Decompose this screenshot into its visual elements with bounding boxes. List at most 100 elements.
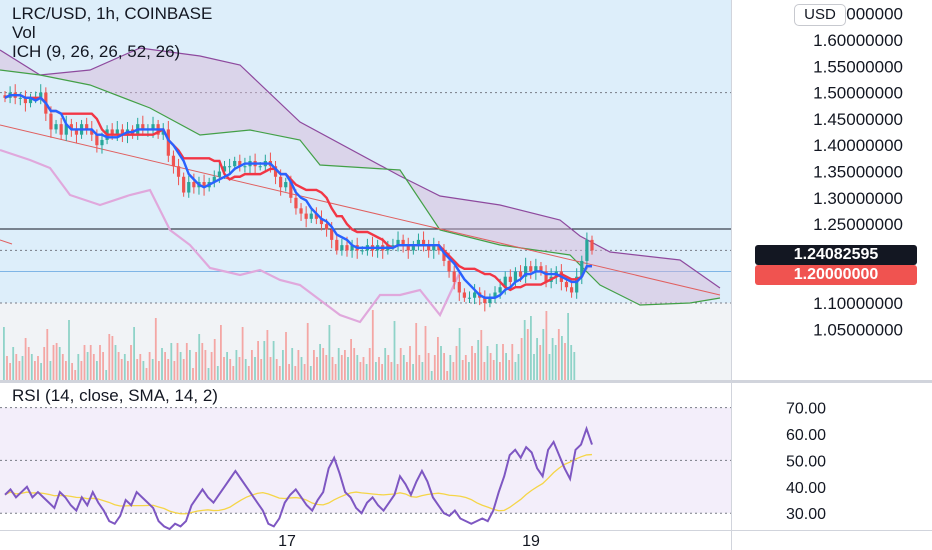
volume-bar — [176, 343, 179, 380]
volume-bar — [15, 354, 18, 380]
volume-bar — [24, 338, 27, 380]
volume-bar — [238, 357, 241, 380]
volume-bar — [530, 316, 532, 380]
volume-bar — [387, 355, 390, 380]
current-price-tag: 1.24082595 — [755, 245, 917, 265]
volume-bar — [55, 343, 58, 380]
currency-button[interactable]: USD — [794, 4, 846, 26]
volume-bar — [362, 357, 365, 380]
volume-bar — [9, 363, 11, 380]
candle-body — [324, 224, 329, 230]
volume-bar — [34, 361, 36, 380]
ichimoku-cloud — [0, 48, 720, 305]
candle-body — [227, 166, 232, 168]
candle-body — [493, 292, 497, 298]
candle-body — [457, 281, 461, 293]
candle-body — [182, 176, 186, 193]
volume-bar — [195, 352, 197, 380]
candle-body — [350, 245, 354, 251]
candle-body — [309, 213, 313, 219]
candle-body — [28, 97, 33, 104]
rsi-axis-label: 30.00 — [786, 506, 826, 523]
volume-bar — [344, 350, 346, 380]
volume-bar — [83, 345, 86, 380]
volume-bar — [275, 359, 278, 380]
price-axis-label: 1.55000000 — [813, 57, 903, 76]
volume-bar — [427, 353, 430, 380]
volume-bar — [523, 320, 526, 380]
volume-bar — [502, 344, 504, 380]
candle-body — [447, 260, 451, 272]
volume-bar — [161, 348, 163, 380]
volume-bar — [27, 347, 30, 380]
trend-line — [0, 124, 721, 296]
volume-bar — [325, 355, 328, 380]
volume-bar — [477, 340, 480, 380]
volume-bar — [406, 362, 408, 380]
volume-label[interactable]: Vol — [12, 23, 36, 42]
volume-bar — [89, 345, 92, 380]
rsi-label[interactable]: RSI (14, close, SMA, 14, 2) — [12, 386, 218, 405]
volume-bar — [554, 345, 557, 380]
volume-bar — [21, 356, 24, 380]
candle-body — [222, 166, 227, 172]
volume-bar — [313, 350, 315, 380]
ichimoku-label[interactable]: ICH (9, 26, 26, 52, 26) — [12, 42, 181, 61]
volume-bar — [365, 364, 368, 380]
candle-body — [335, 239, 339, 251]
symbol-title[interactable]: LRC/USD, 1h, COINBASE — [12, 4, 213, 23]
volume-bar — [399, 348, 402, 380]
volume-bar — [52, 345, 55, 380]
price-axis-label: 1.05000000 — [813, 320, 903, 339]
volume-bar — [235, 350, 238, 380]
volume-bar — [182, 359, 185, 380]
price-axis-label: 1.60000000 — [813, 31, 903, 50]
rsi-axis-label: 40.00 — [786, 480, 826, 497]
volume-bar — [158, 361, 160, 380]
volume-bar — [260, 359, 263, 380]
time-axis-label: 17 — [278, 533, 296, 550]
volume-bar — [80, 361, 83, 380]
candle-body — [340, 245, 344, 251]
candle-body — [18, 97, 22, 99]
candle-body — [345, 245, 349, 251]
candle-body — [151, 124, 155, 130]
volume-bar — [65, 361, 67, 380]
volume-bar — [154, 318, 157, 380]
volume-bar — [424, 326, 427, 380]
volume-bar — [551, 338, 554, 380]
volume-bar — [30, 354, 33, 380]
price-axis-label: 1.25000000 — [813, 215, 903, 234]
volume-bar — [179, 352, 182, 380]
volume-bar — [483, 362, 486, 380]
volume-bar — [548, 354, 551, 380]
candle-body — [513, 271, 518, 282]
candle-body — [498, 287, 502, 293]
volume-bar — [170, 343, 173, 380]
candle-body — [508, 276, 512, 282]
candle-body — [391, 245, 395, 247]
candle-body — [54, 124, 58, 130]
volume-bar — [291, 348, 294, 380]
volume-bar — [74, 370, 77, 380]
volume-bar — [471, 346, 473, 380]
candle-body — [319, 218, 324, 225]
volume-bar — [486, 346, 489, 380]
volume-bar — [390, 362, 393, 380]
volume-bar — [99, 345, 101, 380]
price-axis-label: 1.35000000 — [813, 163, 903, 182]
volume-bar — [368, 348, 371, 380]
candle-body — [534, 266, 538, 272]
volume-bar — [393, 321, 396, 380]
volume-bar — [545, 311, 548, 380]
candle-body — [294, 197, 298, 209]
volume-bar — [564, 343, 566, 380]
senkou-span-a-line — [0, 69, 721, 306]
candle-body — [432, 245, 436, 251]
volume-bar — [263, 341, 266, 380]
volume-bar — [68, 320, 70, 380]
candle-body — [49, 113, 53, 130]
candle-body — [192, 182, 196, 188]
